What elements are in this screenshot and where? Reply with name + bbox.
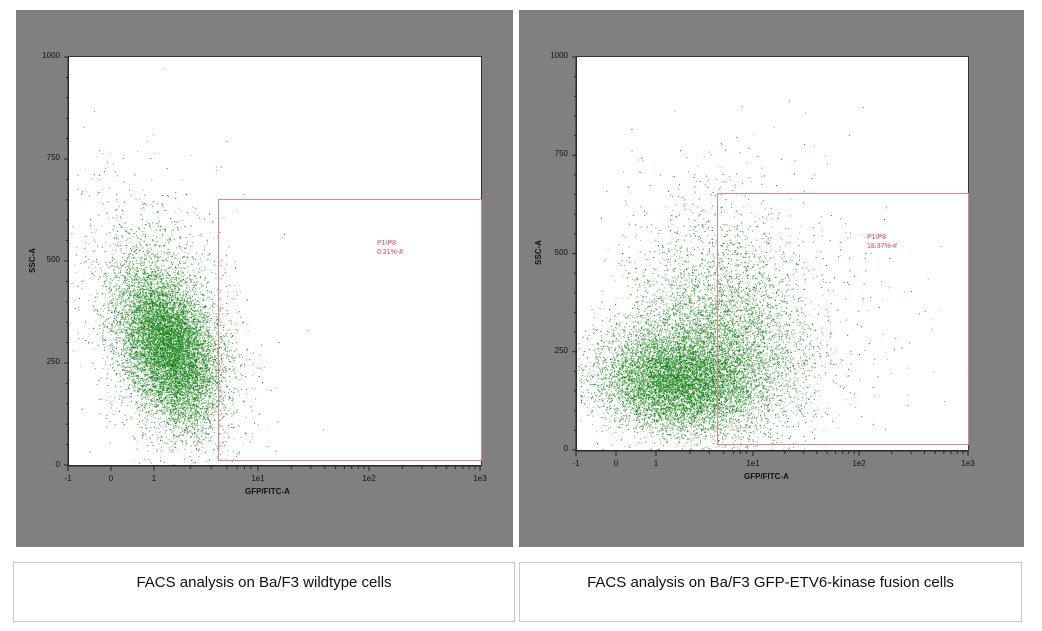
right-y-tick: 0 [538,444,568,453]
right-x-tick: -1 [564,459,588,468]
right-scatter-dots [577,100,968,450]
right-x-tick: 0 [604,459,628,468]
right-caption: FACS analysis on Ba/F3 GFP-ETV6-kinase f… [519,562,1022,622]
left-y-tick: 1000 [30,51,60,60]
right-plot-area: P1\P8 18.37%-# [576,56,969,451]
left-x-tick: 1e2 [357,474,381,483]
right-x-tick: 1e3 [956,459,980,468]
left-gate-p8[interactable] [218,199,482,461]
right-plot-panel: P1\P8 18.37%-# SSC-A 1000 750 500 250 0 … [519,10,1024,547]
left-y-tick: 0 [30,460,60,469]
left-x-tick: 1 [142,474,166,483]
left-plot-panel: P1\P8 0.21%-# SSC-A 1000 750 500 250 0 -… [16,10,513,547]
right-y-tick: 250 [538,346,568,355]
right-gate-name: P1\P8 [867,233,897,242]
left-caption-text: FACS analysis on Ba/F3 wildtype cells [136,574,391,591]
right-x-axis-label: GFP/FITC-A [744,472,789,481]
left-y-tick: 750 [30,153,60,162]
left-y-tick: 500 [30,255,60,264]
right-y-tick: 1000 [538,51,568,60]
right-gate-percent: 18.37%-# [867,242,897,251]
left-y-tick: 250 [30,357,60,366]
left-gate-percent: 0.21%-# [377,248,403,257]
right-y-tick: 500 [538,248,568,257]
right-gate-p8[interactable] [717,193,969,445]
right-x-tick: 1e2 [847,459,871,468]
right-x-tick: 1 [644,459,668,468]
right-axes [572,56,969,456]
right-x-tick: 1e1 [741,459,765,468]
left-x-tick: 0 [99,474,123,483]
left-x-tick: 1e3 [468,474,492,483]
left-x-tick: 1e1 [246,474,270,483]
right-caption-text: FACS analysis on Ba/F3 GFP-ETV6-kinase f… [587,574,954,591]
left-axes [64,56,481,471]
left-gate-name: P1\P8 [377,239,403,248]
right-gate-label: P1\P8 18.37%-# [867,233,897,251]
left-gate-label: P1\P8 0.21%-# [377,239,403,257]
right-y-tick: 750 [538,149,568,158]
left-x-tick: -1 [56,474,80,483]
left-scatter-dots [69,68,325,465]
left-caption: FACS analysis on Ba/F3 wildtype cells [13,562,515,622]
left-plot-area: P1\P8 0.21%-# [68,56,482,466]
left-x-axis-label: GFP/FITC-A [245,487,290,496]
